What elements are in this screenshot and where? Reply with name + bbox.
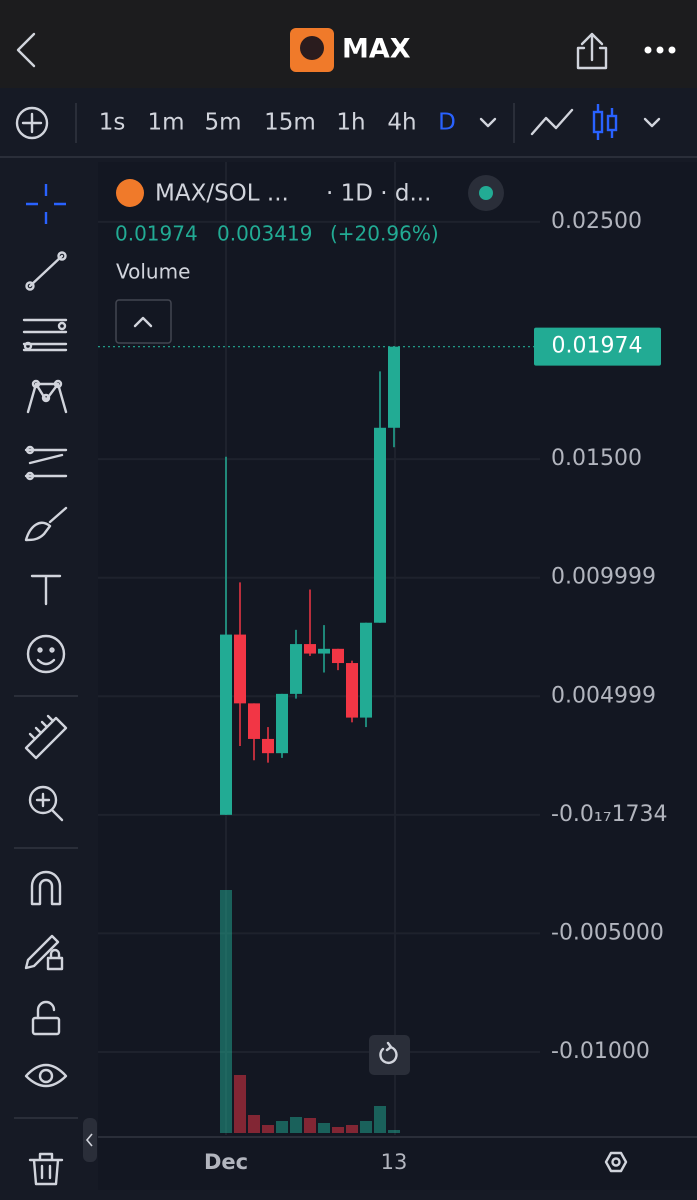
settings-icon bbox=[611, 1157, 621, 1167]
y-tick-label: -0.01000 bbox=[551, 1039, 650, 1064]
add-indicator[interactable] bbox=[15, 106, 49, 140]
timeframe-button[interactable]: D bbox=[438, 110, 456, 136]
line-chart-button[interactable] bbox=[530, 108, 574, 136]
unlock-tool[interactable] bbox=[31, 1000, 61, 1036]
panel-toggle[interactable] bbox=[83, 1118, 97, 1162]
ruler-tool[interactable] bbox=[24, 714, 68, 760]
candle-body bbox=[360, 622, 372, 718]
collapse-icon bbox=[133, 316, 153, 328]
candle-body bbox=[276, 693, 288, 754]
last-price-label: 0.01974 bbox=[552, 334, 643, 359]
candle-body bbox=[234, 634, 246, 704]
reset-icon bbox=[379, 1041, 398, 1064]
magnet-tool[interactable] bbox=[30, 870, 62, 906]
share-button[interactable] bbox=[576, 32, 608, 70]
volume-bar bbox=[332, 1127, 344, 1133]
volume-bar bbox=[346, 1125, 358, 1133]
more-button[interactable] bbox=[644, 46, 676, 54]
legend-change: 0.003419 bbox=[217, 222, 312, 246]
text-tool[interactable] bbox=[30, 574, 62, 606]
legend-change-pct: (+20.96%) bbox=[330, 222, 439, 246]
timeframe-button[interactable]: 4h bbox=[387, 110, 416, 136]
candle-body bbox=[318, 648, 330, 654]
candle-body bbox=[262, 738, 274, 754]
fib-tool[interactable] bbox=[22, 318, 68, 352]
volume-bar bbox=[262, 1125, 274, 1133]
y-tick-label: 0.01500 bbox=[551, 446, 642, 471]
candle-body bbox=[332, 648, 344, 664]
tool-panel bbox=[0, 158, 95, 1200]
avatar-figure bbox=[300, 36, 324, 60]
timeframe-button[interactable]: 15m bbox=[264, 110, 316, 136]
crosshair-tool[interactable] bbox=[26, 184, 66, 224]
panel-toggle-icon bbox=[85, 1133, 93, 1147]
x-tick-label: Dec bbox=[204, 1150, 248, 1174]
timeframe-button[interactable]: 1m bbox=[147, 110, 184, 136]
volume-label: Volume bbox=[116, 260, 190, 284]
volume-bar bbox=[220, 890, 232, 1133]
delete-tool[interactable] bbox=[28, 1152, 64, 1186]
candle-body bbox=[220, 634, 232, 815]
volume-bar bbox=[374, 1106, 386, 1133]
candle-body bbox=[388, 346, 400, 428]
candle-body bbox=[346, 663, 358, 718]
x-tick-label: 13 bbox=[381, 1150, 408, 1174]
y-tick-label: 0.009999 bbox=[551, 565, 656, 590]
y-tick-label: -0.005000 bbox=[551, 920, 664, 945]
candle-body bbox=[374, 427, 386, 623]
toolbar bbox=[0, 89, 697, 157]
volume-bar bbox=[290, 1117, 302, 1133]
trend-line-tool[interactable] bbox=[25, 251, 67, 291]
legend-close: 0.01974 bbox=[115, 222, 198, 246]
last-price-tag bbox=[534, 327, 661, 366]
timeframe-button[interactable]: 1s bbox=[99, 110, 126, 136]
y-tick-label: 0.004999 bbox=[551, 683, 656, 708]
candle-body bbox=[248, 703, 260, 739]
collapse-legend[interactable] bbox=[115, 299, 172, 344]
back-button[interactable] bbox=[16, 32, 36, 68]
time-axis bbox=[98, 1138, 697, 1190]
volume-bar bbox=[304, 1118, 316, 1133]
legend-symbol: MAX/SOL ... bbox=[155, 181, 289, 207]
chart-pane bbox=[98, 162, 697, 1138]
legend-avatar bbox=[116, 179, 144, 207]
pattern-tool[interactable] bbox=[26, 379, 68, 414]
volume-bar bbox=[360, 1121, 372, 1133]
timeframe-button[interactable]: 5m bbox=[204, 110, 241, 136]
timeframe-dropdown[interactable] bbox=[479, 117, 497, 128]
volume-bar bbox=[234, 1075, 246, 1133]
legend-interval: · 1D · d... bbox=[326, 181, 431, 207]
volume-bar bbox=[318, 1123, 330, 1133]
timeframe-button[interactable]: 1h bbox=[336, 110, 365, 136]
volume-bar bbox=[388, 1130, 400, 1133]
zoom-tool[interactable] bbox=[28, 785, 64, 822]
projection-tool[interactable] bbox=[24, 445, 68, 481]
settings-button[interactable] bbox=[604, 1151, 628, 1173]
y-tick-label: -0.0₁₇1734 bbox=[551, 802, 668, 827]
volume-bar bbox=[248, 1115, 260, 1133]
visibility-tool[interactable] bbox=[24, 1063, 68, 1088]
header-title: MAX bbox=[342, 34, 411, 65]
emoji-tool[interactable] bbox=[26, 634, 66, 674]
lock-drawing-tool[interactable] bbox=[24, 934, 64, 971]
candle-body bbox=[304, 644, 316, 654]
brush-tool[interactable] bbox=[24, 506, 68, 542]
market-status-dot bbox=[479, 186, 493, 200]
volume-bar bbox=[276, 1121, 288, 1133]
candle-chart-button[interactable] bbox=[592, 104, 618, 140]
y-tick-label: 0.02500 bbox=[551, 209, 642, 234]
chart-type-dropdown[interactable] bbox=[643, 117, 661, 128]
candle-body bbox=[290, 644, 302, 694]
reset-chart[interactable] bbox=[369, 1035, 410, 1075]
